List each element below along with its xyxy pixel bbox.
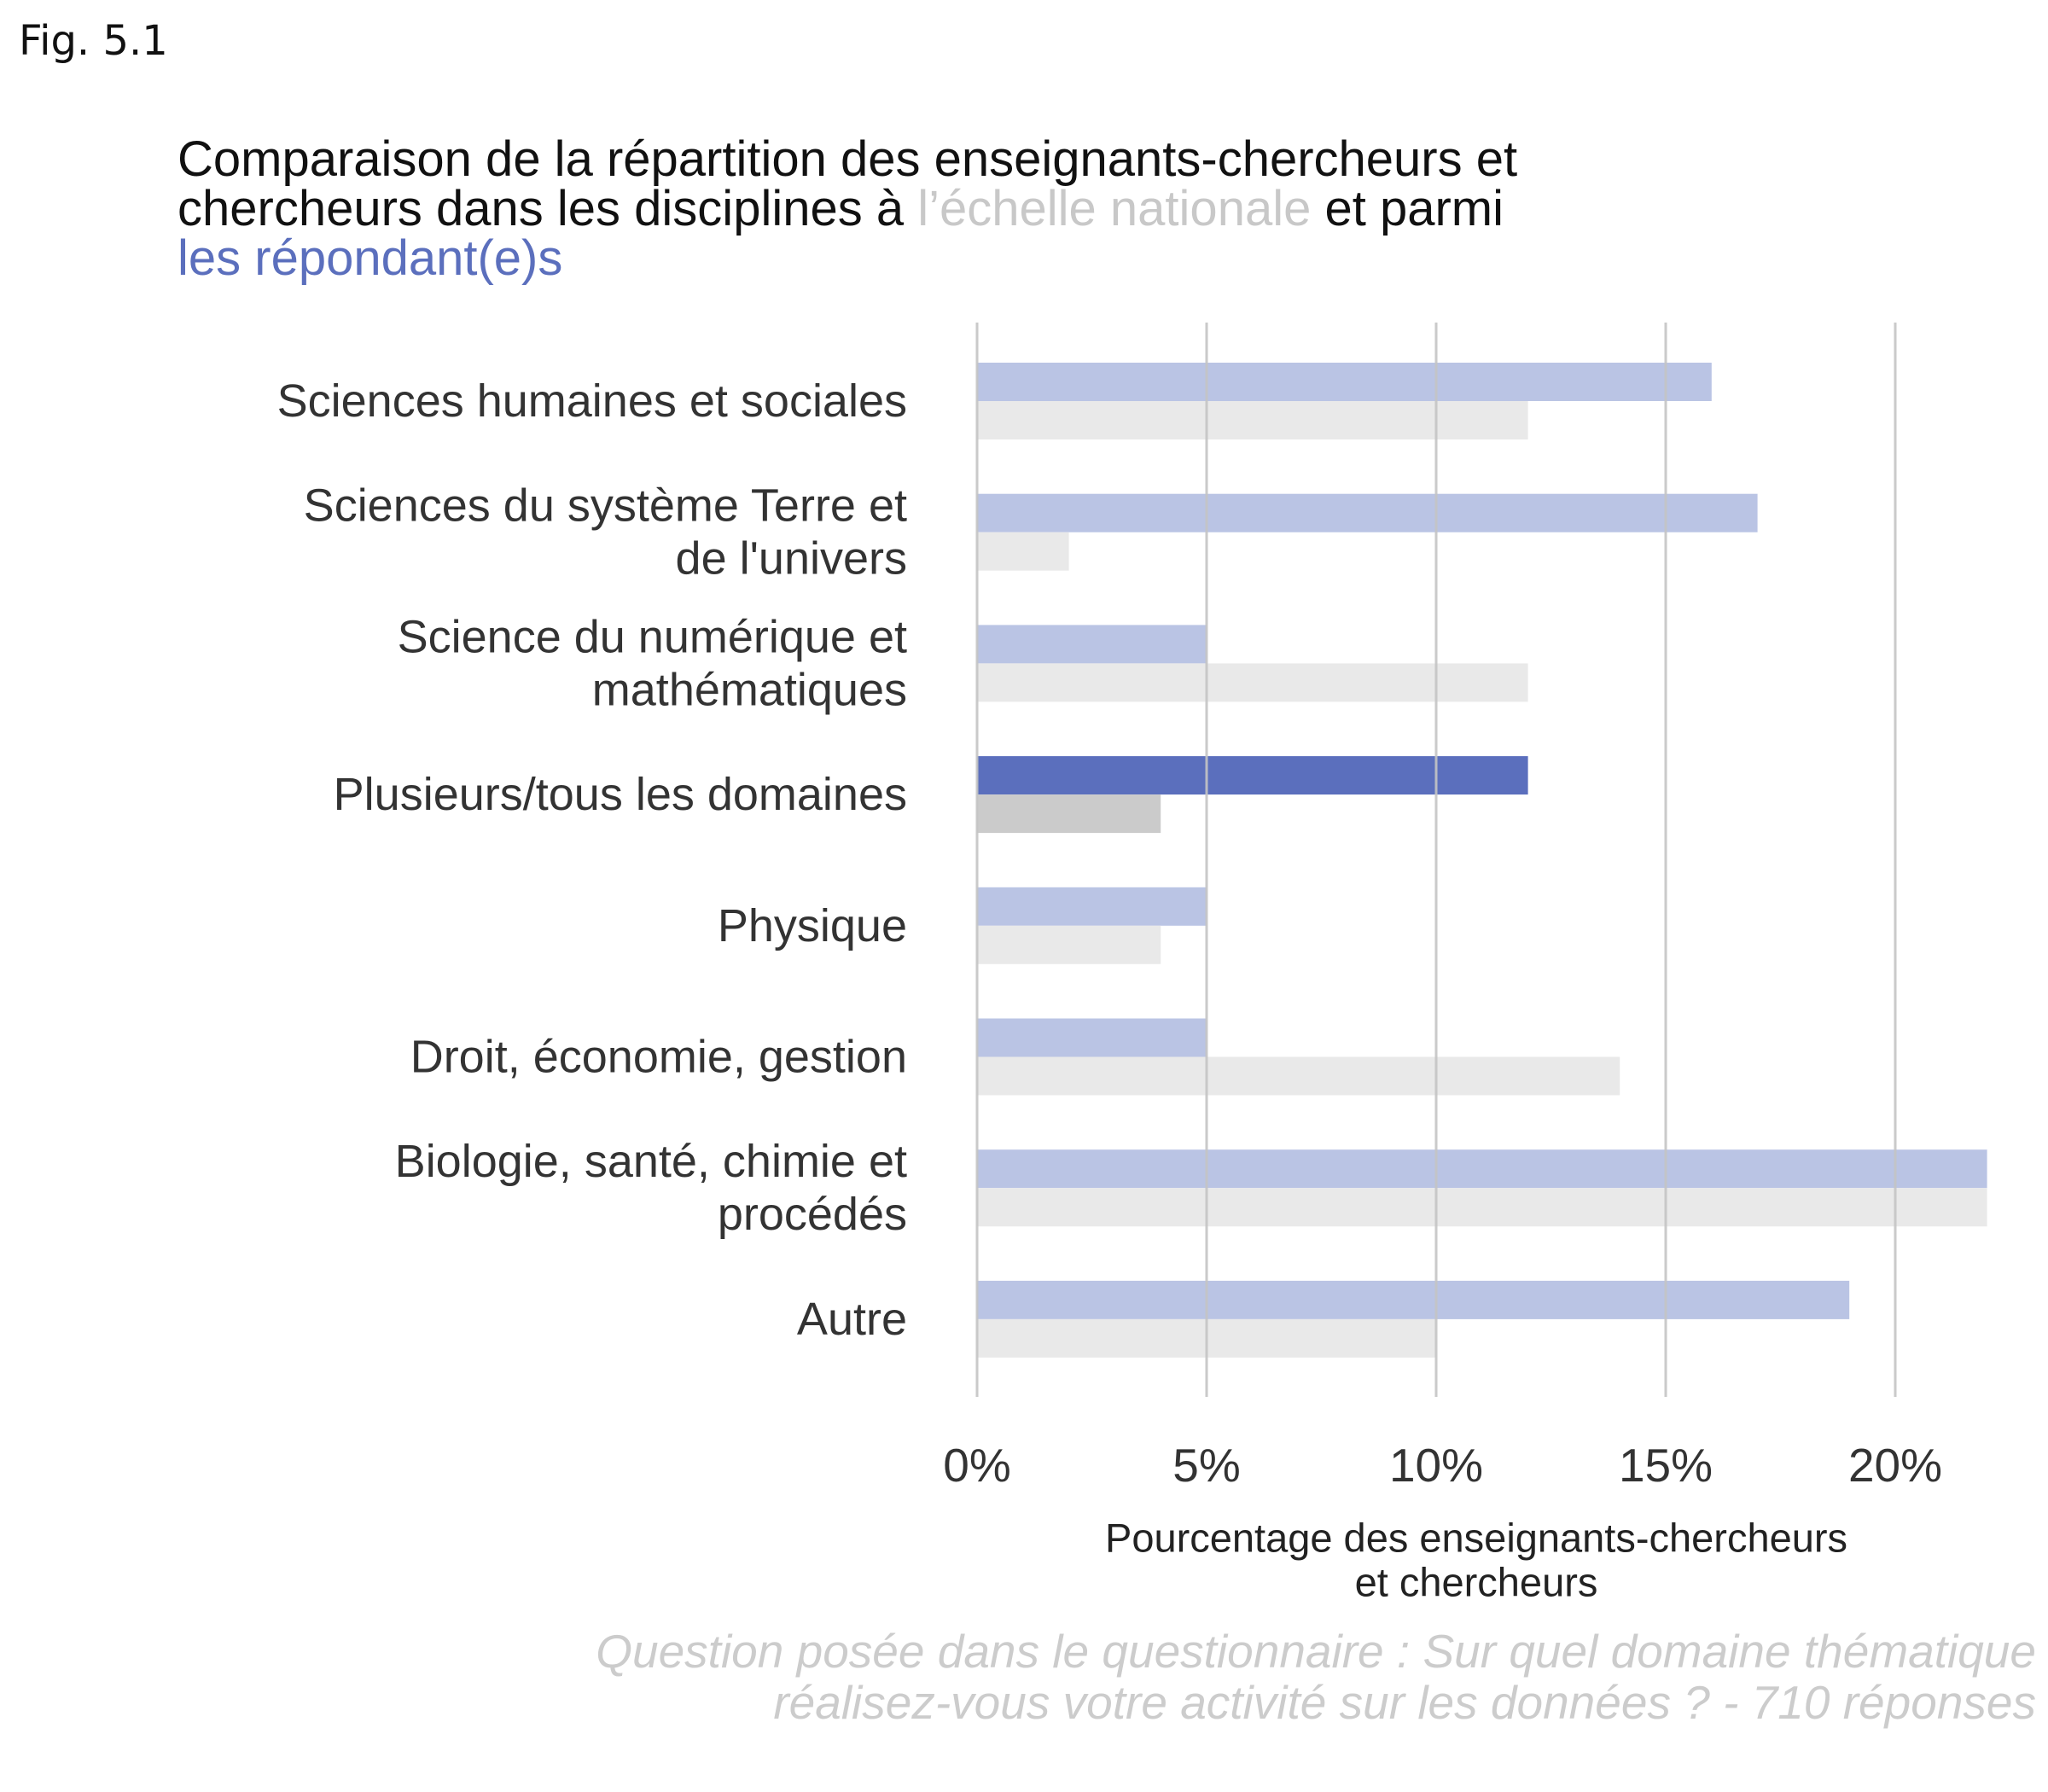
x-tick-label-3: 15% bbox=[1619, 1439, 1713, 1492]
bar-respondents-7 bbox=[977, 1280, 1850, 1319]
x-tick-label-4: 20% bbox=[1848, 1439, 1942, 1492]
bar-respondents-6 bbox=[977, 1149, 1987, 1189]
category-label-2-0: Science du numérique et bbox=[398, 611, 907, 662]
bar-national-6 bbox=[977, 1188, 1987, 1227]
bar-respondents-3 bbox=[977, 756, 1528, 795]
title-line-2-end: et parmi bbox=[1311, 181, 1504, 236]
x-axis-title-0: Pourcentage des enseignants-chercheurs bbox=[1105, 1516, 1847, 1561]
bar-national-2 bbox=[977, 663, 1528, 702]
x-axis-title-layer: Pourcentage des enseignants-chercheurset… bbox=[1105, 1516, 1847, 1605]
x-axis-title-1: et chercheurs bbox=[1355, 1560, 1598, 1605]
bar-respondents-0 bbox=[977, 363, 1712, 401]
category-label-1-0: Sciences du système Terre et bbox=[304, 480, 907, 532]
bar-national-4 bbox=[977, 925, 1161, 964]
category-label-2-1: mathématiques bbox=[592, 664, 907, 715]
caption-line-1: Question posée dans le questionnaire : S… bbox=[596, 1625, 2036, 1678]
bar-respondents-5 bbox=[977, 1018, 1207, 1057]
category-label-0-0: Sciences humaines et sociales bbox=[277, 375, 907, 427]
bar-national-5 bbox=[977, 1056, 1620, 1096]
x-tick-label-0: 0% bbox=[943, 1439, 1011, 1492]
category-label-3-0: Plusieurs/tous les domaines bbox=[334, 769, 907, 820]
bars-layer bbox=[977, 363, 1987, 1358]
bar-respondents-1 bbox=[977, 493, 1758, 532]
question-caption: Question posée dans le questionnaire : S… bbox=[596, 1626, 2036, 1728]
category-label-6-0: Biologie, santé, chimie et bbox=[395, 1136, 907, 1187]
chart-title: Comparaison de la répartition des enseig… bbox=[177, 135, 1969, 283]
category-label-4-0: Physique bbox=[718, 900, 907, 951]
bar-respondents-4 bbox=[977, 887, 1207, 926]
title-line-2: chercheurs dans les disciplines à l’éche… bbox=[177, 184, 1969, 234]
category-label-7-0: Autre bbox=[797, 1294, 907, 1345]
bar-national-3 bbox=[977, 794, 1161, 834]
title-line-2-start: chercheurs dans les disciplines à bbox=[177, 181, 918, 236]
x-tick-labels-layer: 0% 5% 10% 15% 20% bbox=[943, 1439, 1942, 1492]
title-line-1: Comparaison de la répartition des enseig… bbox=[177, 131, 1518, 187]
category-label-6-1: procédés bbox=[718, 1189, 907, 1240]
figure-label: Fig. 5.1 bbox=[19, 17, 168, 65]
bar-respondents-2 bbox=[977, 625, 1207, 664]
category-label-5-0: Droit, économie, gestion bbox=[410, 1032, 907, 1083]
bar-national-1 bbox=[977, 532, 1069, 571]
bar-national-0 bbox=[977, 401, 1528, 439]
x-tick-label-2: 10% bbox=[1389, 1439, 1483, 1492]
title-national-label: l’échelle nationale bbox=[917, 181, 1312, 236]
title-respondents-label: les répondant(e)s bbox=[177, 230, 563, 286]
gridlines-layer bbox=[975, 323, 1897, 1397]
caption-line-2: réalisez-vous votre activité sur les don… bbox=[773, 1676, 2036, 1729]
x-tick-label-1: 5% bbox=[1172, 1439, 1241, 1492]
category-label-1-1: de l'univers bbox=[676, 533, 907, 585]
category-labels-layer: Sciences humaines et sociales Sciences du… bbox=[277, 375, 907, 1345]
